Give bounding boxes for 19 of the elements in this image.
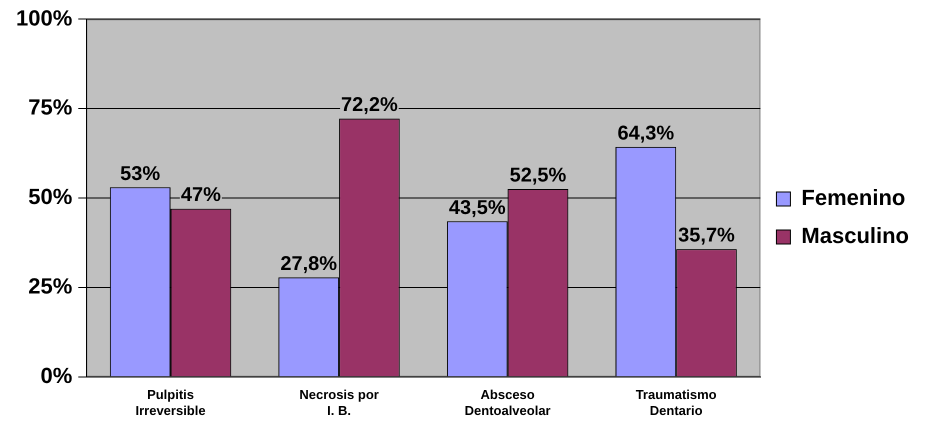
x-tick-label: Absceso Dentoalveolar <box>464 387 551 418</box>
legend-label: Femenino <box>801 185 906 210</box>
y-tick-label: 25% <box>28 273 72 298</box>
data-label: 35,7% <box>678 224 736 247</box>
x-tick-label: Traumatismo Dentario <box>636 387 717 418</box>
data-label: 43,5% <box>448 196 506 219</box>
y-tick-label: 75% <box>28 94 72 120</box>
data-label: 52,5% <box>510 164 567 187</box>
data-label: 72,2% <box>341 94 398 116</box>
data-label: 53% <box>120 162 160 185</box>
data-label: 64,3% <box>617 122 674 144</box>
y-tick-label: 100% <box>16 5 72 30</box>
data-label: 27,8% <box>280 252 338 275</box>
x-tick-label: Necrosis por I. B. <box>299 387 379 418</box>
y-tick-label: 50% <box>28 184 72 210</box>
x-tick-label: Pulpitis Irreversible <box>135 387 206 418</box>
data-label: 47% <box>180 184 222 206</box>
y-tick-label: 0% <box>40 362 72 388</box>
legend-label: Masculino <box>801 223 910 248</box>
